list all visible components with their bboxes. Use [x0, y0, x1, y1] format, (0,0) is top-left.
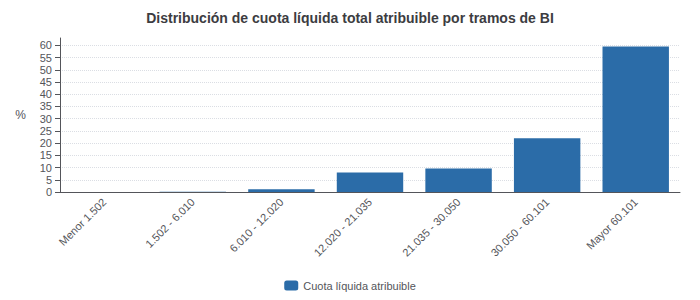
svg-text:30.050 - 60.101: 30.050 - 60.101 [488, 196, 551, 259]
svg-text:0: 0 [46, 186, 52, 198]
svg-text:6.010 - 12.020: 6.010 - 12.020 [227, 196, 286, 255]
svg-text:60: 60 [40, 39, 52, 51]
svg-text:%: % [15, 108, 26, 122]
svg-text:40: 40 [40, 88, 52, 100]
svg-text:5: 5 [46, 174, 52, 186]
svg-text:25: 25 [40, 125, 52, 137]
svg-text:45: 45 [40, 76, 52, 88]
svg-text:Menor 1.502: Menor 1.502 [56, 196, 108, 248]
svg-text:20: 20 [40, 137, 52, 149]
svg-text:35: 35 [40, 100, 52, 112]
svg-text:Cuota líquida atribuible: Cuota líquida atribuible [303, 280, 416, 292]
svg-text:55: 55 [40, 52, 52, 64]
svg-text:21.035 - 30.050: 21.035 - 30.050 [400, 196, 463, 259]
svg-text:30: 30 [40, 113, 52, 125]
svg-text:10: 10 [40, 162, 52, 174]
svg-text:12.020 - 21.035: 12.020 - 21.035 [311, 196, 374, 259]
svg-text:Distribución de cuota líquida: Distribución de cuota líquida total atri… [146, 10, 554, 26]
svg-text:1.502 - 6.010: 1.502 - 6.010 [143, 196, 197, 250]
svg-text:50: 50 [40, 64, 52, 76]
svg-text:Mayor 60.101: Mayor 60.101 [584, 196, 640, 252]
svg-text:15: 15 [40, 149, 52, 161]
